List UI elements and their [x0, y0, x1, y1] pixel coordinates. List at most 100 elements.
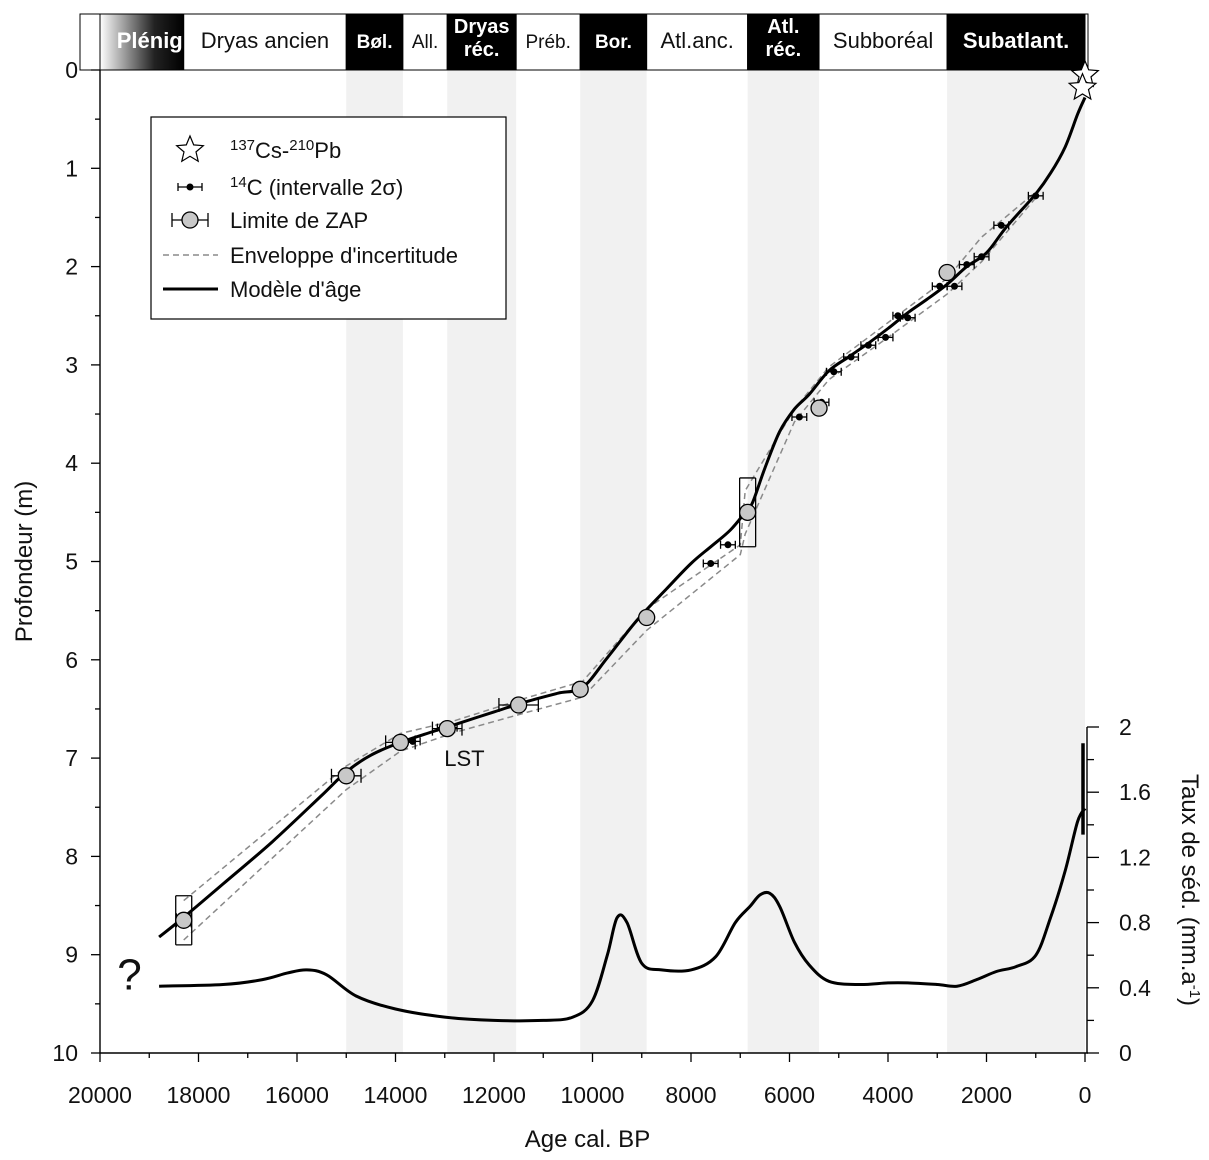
period-band	[580, 70, 647, 1053]
legend-label-sup: 210	[289, 137, 314, 154]
legend-label-sup: 14	[230, 174, 247, 191]
legend-box	[150, 116, 507, 320]
y2-label-main: Taux de séd. (mm.a	[1176, 774, 1203, 985]
zap-point	[391, 733, 410, 752]
legend-label-part: Modèle d'âge	[230, 277, 361, 302]
y-tick-label: 10	[52, 1040, 78, 1066]
period-label: réc.	[464, 39, 500, 61]
zap-point	[638, 608, 656, 627]
c14-point	[904, 314, 912, 322]
x-tick-label: 2000	[961, 1082, 1012, 1108]
zap-point	[738, 503, 757, 521]
legend-circle-icon	[181, 211, 199, 229]
c14-point	[1032, 192, 1040, 200]
legend-label: Modèle d'âge	[230, 277, 361, 302]
zap-point	[938, 263, 956, 282]
period-cell	[946, 13, 1086, 71]
period-label: Préb.	[525, 32, 570, 53]
period-label: Subboréal	[833, 28, 933, 53]
period-cell	[818, 13, 948, 71]
uncertain-mark: ?	[117, 950, 141, 999]
y-tick-label: 0	[65, 57, 78, 83]
c14-point	[997, 221, 1005, 229]
c14-point	[978, 253, 986, 261]
x-tick-label: 18000	[167, 1082, 231, 1108]
legend-label-part: Limite de ZAP	[230, 208, 368, 233]
y-tick-label: 1	[65, 155, 78, 181]
y2-tick-label: 0.8	[1119, 910, 1151, 936]
c14-point	[963, 261, 971, 269]
envelope-line	[183, 191, 1037, 902]
x-tick-label: 8000	[665, 1082, 716, 1108]
y2-axis-label: Taux de séd. (mm.a-1)	[1176, 774, 1204, 1006]
y-tick-label: 9	[65, 942, 78, 968]
c14-point	[707, 559, 715, 567]
y2-tick-label: 1.2	[1119, 844, 1151, 870]
period-cell	[646, 13, 749, 71]
period-band	[947, 70, 1085, 1053]
legend-label-part: C (intervalle 2σ)	[247, 175, 404, 200]
period-cell	[99, 13, 185, 71]
x-tick-label: 16000	[265, 1082, 329, 1108]
zap-point	[337, 767, 355, 785]
c14-point	[936, 282, 944, 290]
legend-star-icon	[175, 134, 205, 163]
legend-label: Enveloppe d'incertitude	[230, 243, 458, 268]
y-tick-label: 3	[65, 352, 78, 378]
legend-label-part: Pb	[314, 138, 341, 163]
sed-rate-line	[159, 807, 1087, 1023]
x-axis-label: Age cal. BP	[525, 1126, 650, 1153]
y-tick-label: 8	[65, 843, 78, 869]
period-label: Dryas	[454, 16, 510, 38]
sedimentation-rate	[159, 743, 1087, 1023]
y2-tick-label: 2	[1119, 714, 1132, 740]
c14-point	[894, 312, 902, 320]
period-label: Plénigl.	[117, 28, 195, 53]
y2-tick-label: 1.6	[1119, 779, 1151, 805]
period-label: All.	[412, 32, 438, 53]
legend-label-sup: 137	[230, 137, 255, 154]
cs-pb-point	[1067, 72, 1098, 101]
legend-label: Limite de ZAP	[230, 208, 368, 233]
zap-point	[571, 680, 589, 698]
y2-tick-label: 0.4	[1119, 975, 1151, 1001]
lst-label: LST	[444, 746, 484, 771]
c14-point	[847, 353, 855, 361]
c14-point	[882, 333, 890, 341]
c14-point	[864, 341, 872, 349]
period-label: Atl.	[767, 16, 799, 38]
y-tick-label: 5	[65, 549, 78, 575]
envelope-line	[183, 197, 1037, 941]
legend-label-part: Enveloppe d'incertitude	[230, 243, 458, 268]
y-tick-label: 7	[65, 745, 78, 771]
chart-text: LST?	[117, 746, 484, 999]
c14-point	[795, 413, 803, 421]
c14-point	[830, 368, 838, 376]
period-cell	[515, 13, 581, 71]
period-cell	[402, 13, 448, 71]
period-label: Subatlant.	[963, 28, 1069, 53]
c14-point	[724, 541, 732, 549]
c14-point	[409, 737, 417, 745]
x-tick-label: 14000	[364, 1082, 428, 1108]
period-band	[747, 70, 820, 1053]
period-label: réc.	[766, 39, 802, 61]
legend-label: 137Cs-210Pb	[230, 137, 341, 164]
period-label: Bor.	[595, 32, 632, 53]
zap-point	[175, 911, 193, 929]
c14-point	[950, 282, 958, 290]
x-tick-label: 0	[1079, 1082, 1092, 1108]
x-tick-label: 4000	[862, 1082, 913, 1108]
y-axis-label: Profondeur (m)	[11, 481, 38, 642]
y2-label-sup: -1	[1187, 985, 1204, 998]
y2-label-end: )	[1176, 998, 1203, 1006]
zap-point	[509, 696, 528, 714]
period-label: Bøl.	[357, 32, 393, 53]
y-tick-label: 2	[65, 254, 78, 280]
period-label: Atl.anc.	[660, 28, 733, 53]
y-tick-label: 6	[65, 647, 78, 673]
x-tick-label: 12000	[462, 1082, 526, 1108]
